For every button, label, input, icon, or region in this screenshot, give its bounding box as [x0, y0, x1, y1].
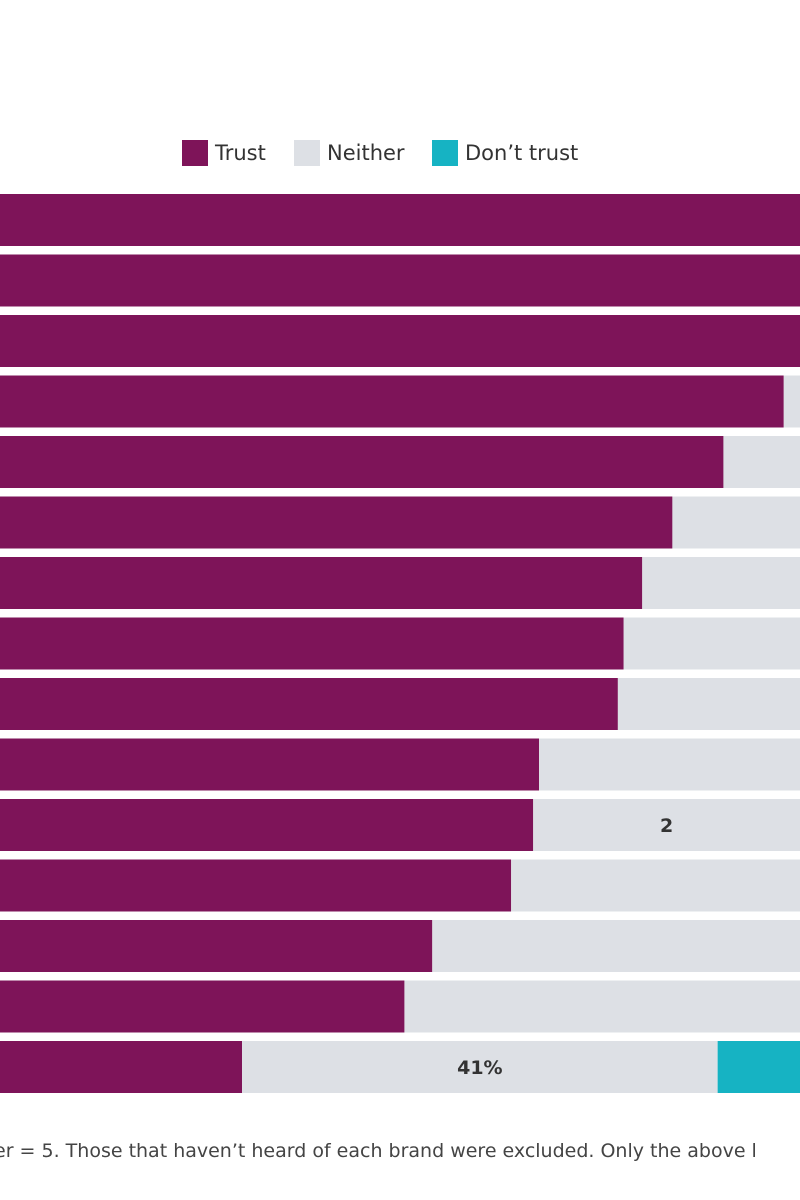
- bar-segment-trust-row-14: [0, 980, 405, 1033]
- bar-segment-trust-row-11: [0, 799, 534, 851]
- bar-segment-trust-row-9: [0, 678, 618, 730]
- legend-label-neither: Neither: [327, 141, 405, 165]
- data-label-row-15: 41%: [457, 1057, 502, 1079]
- bar-segment-neither-row-8: [623, 617, 800, 670]
- bar-segment-trust-row-10: [0, 738, 539, 791]
- data-label-row-11: 2: [660, 815, 673, 837]
- bar-segment-trust-row-8: [0, 617, 624, 670]
- bar-segment-neither-row-6: [672, 496, 800, 549]
- bar-segment-trust-row-12: [0, 859, 512, 912]
- bar-segment-trust-row-2: [0, 254, 800, 307]
- legend-label-trust: Trust: [214, 141, 266, 165]
- data-labels: 2 41%: [457, 815, 673, 1079]
- bar-segment-neither-row-9: [617, 678, 800, 730]
- bar-segment-don-t-trust-row-15: [717, 1041, 800, 1093]
- bar-segment-neither-row-12: [511, 859, 800, 912]
- bar-segment-trust-row-4: [0, 375, 784, 428]
- bar-segment-trust-row-6: [0, 496, 673, 549]
- bar-segment-trust-row-15: [0, 1041, 243, 1093]
- bar-segment-trust-row-13: [0, 920, 433, 972]
- legend-swatch-trust: [182, 140, 208, 166]
- bar-segment-neither-row-14: [404, 980, 800, 1033]
- bar-segment-neither-row-11: [533, 799, 800, 851]
- legend-swatch-neither: [294, 140, 320, 166]
- bar-segment-trust-row-7: [0, 557, 643, 609]
- legend-swatch-don-t-trust: [432, 140, 458, 166]
- footnote: er = 5. Those that haven’t heard of each…: [0, 1140, 757, 1162]
- bars: [0, 194, 800, 1093]
- bar-segment-trust-row-1: [0, 194, 800, 246]
- bar-segment-neither-row-10: [539, 738, 800, 791]
- bar-segment-neither-row-4: [783, 375, 800, 428]
- legend: Trust Neither Don’t trust: [182, 140, 578, 166]
- bar-segment-neither-row-13: [432, 920, 800, 972]
- bar-segment-neither-row-15: [242, 1041, 718, 1093]
- bar-segment-trust-row-5: [0, 436, 724, 488]
- bar-segment-trust-row-3: [0, 315, 800, 367]
- bar-segment-neither-row-5: [723, 436, 800, 488]
- bar-segment-neither-row-7: [642, 557, 800, 609]
- legend-label-don-t-trust: Don’t trust: [465, 141, 578, 165]
